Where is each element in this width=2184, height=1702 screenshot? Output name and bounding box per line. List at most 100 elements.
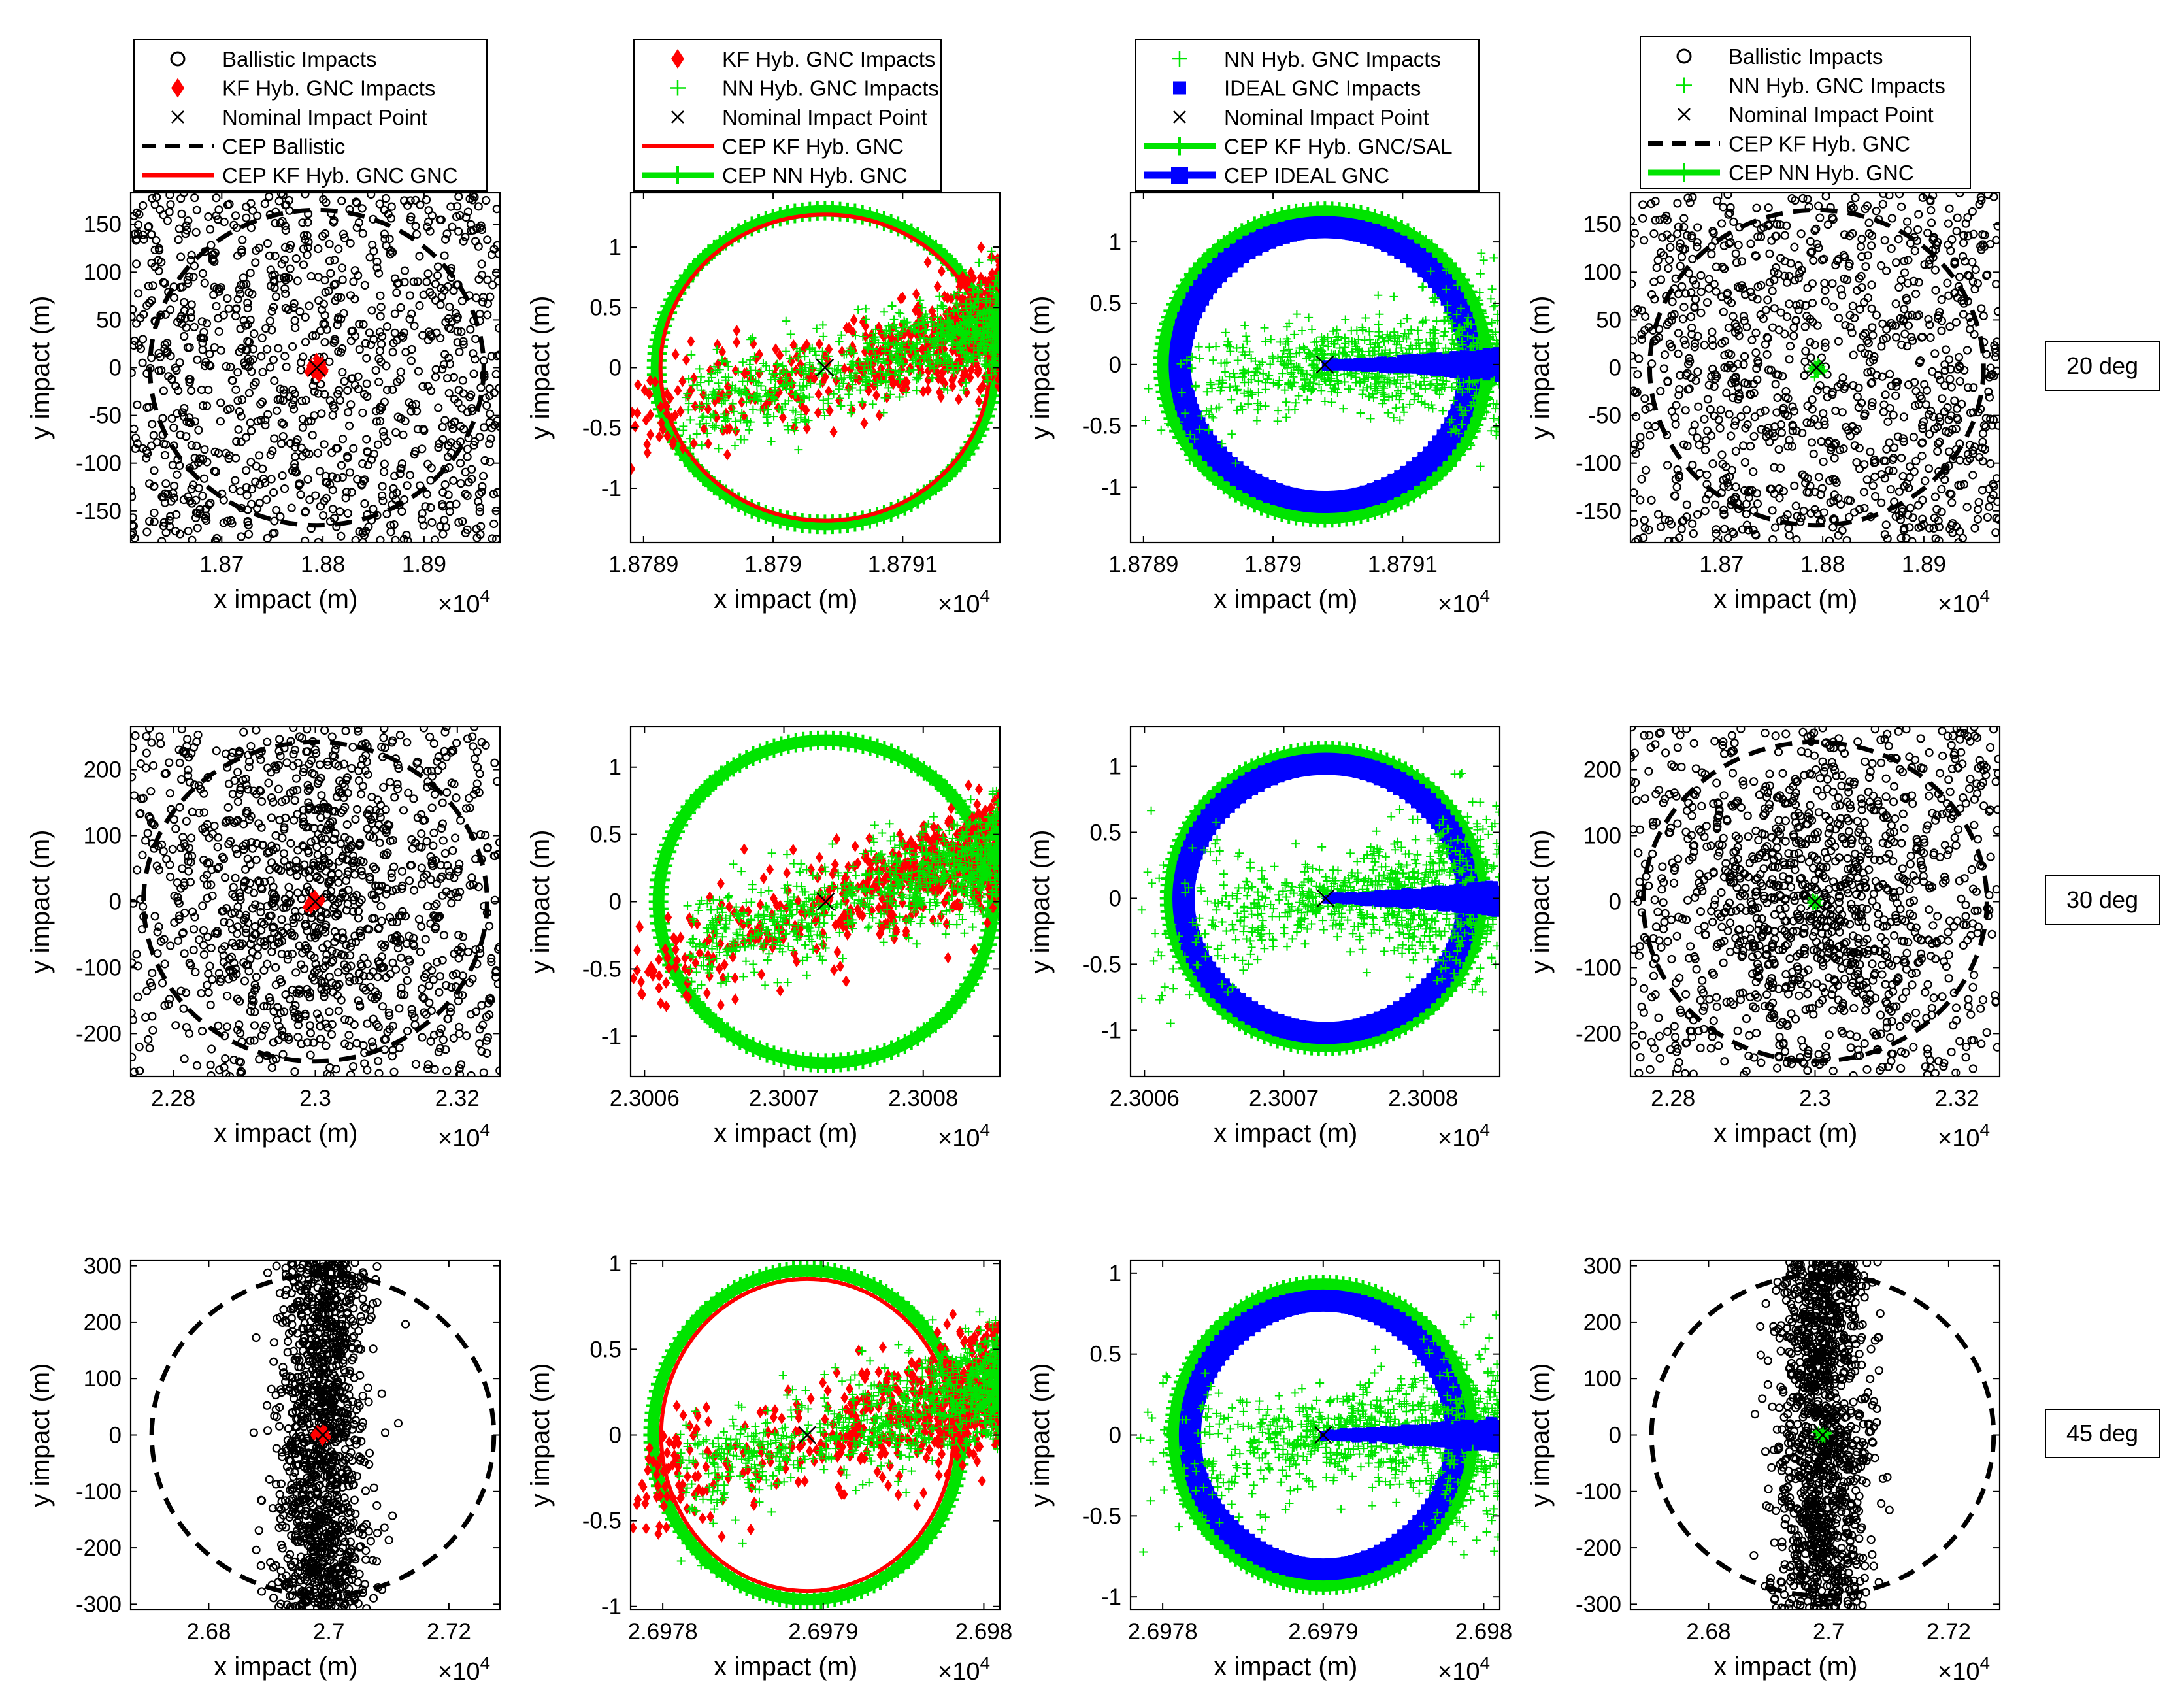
scatter-point: [1313, 344, 1322, 354]
scatter-point: [1806, 314, 1815, 324]
scatter-point: [1431, 329, 1440, 338]
scatter-point: [1786, 259, 1796, 268]
scatter-point: [1374, 320, 1383, 329]
scatter-point: [388, 348, 397, 357]
scatter-point: [861, 315, 870, 324]
scatter-point: [967, 363, 976, 376]
scatter-point: [631, 463, 636, 475]
scatter-point: [738, 358, 748, 367]
scatter-point: [1374, 378, 1383, 388]
scatter-point: [236, 289, 245, 299]
scatter-point: [371, 407, 381, 416]
scatter-point: [897, 339, 906, 348]
scatter-point: [1752, 219, 1761, 228]
scatter-point: [730, 385, 739, 394]
scatter-point: [1934, 412, 1944, 422]
series-ideal-gnc-impacts: [1321, 347, 1500, 382]
scatter-point: [367, 516, 376, 525]
scatter-point: [1884, 466, 1894, 475]
scatter-point: [193, 355, 202, 364]
scatter-point: [251, 258, 260, 267]
scatter-point: [1900, 482, 1909, 491]
scatter-point: [325, 239, 334, 248]
scatter-point: [308, 331, 317, 341]
scatter-point: [631, 420, 639, 433]
scatter-point: [1261, 401, 1270, 410]
scatter-point: [1909, 276, 1919, 286]
scatter-point: [750, 352, 759, 361]
scatter-point: [1455, 331, 1464, 340]
scatter-point: [1492, 431, 1500, 440]
scatter-point: [426, 476, 435, 485]
scatter-point: [1753, 375, 1762, 384]
scatter-point: [1466, 441, 1476, 450]
scatter-point: [344, 408, 353, 417]
scatter-point: [1985, 502, 1994, 511]
scatter-point: [169, 493, 178, 503]
scatter-point: [921, 310, 931, 319]
scatter-point: [1414, 335, 1423, 344]
scatter-point: [1656, 386, 1665, 396]
scatter-point: [755, 348, 764, 361]
scatter-point: [488, 280, 497, 290]
scatter-point: [1868, 323, 1877, 332]
scatter-point: [291, 254, 301, 263]
scatter-point: [704, 376, 714, 386]
scatter-point: [924, 384, 933, 396]
scatter-point: [1668, 297, 1677, 307]
scatter-point: [1300, 344, 1309, 354]
scatter-point: [893, 354, 902, 363]
scatter-point: [1359, 385, 1368, 394]
scatter-point: [1327, 387, 1336, 396]
scatter-point: [301, 507, 310, 516]
scatter-point: [405, 291, 414, 300]
scatter-point: [1828, 390, 1837, 399]
scatter-point: [455, 347, 464, 357]
scatter-point: [1676, 261, 1685, 271]
scatter-point: [1341, 315, 1350, 324]
nominal-impact-point: [307, 358, 326, 377]
scatter-point: [896, 309, 905, 318]
scatter-point: [1828, 279, 1837, 288]
scatter-point: [1776, 463, 1785, 473]
scatter-point: [1968, 471, 1977, 480]
scatter-point: [180, 297, 189, 307]
scatter-point: [186, 418, 195, 427]
scatter-point: [455, 210, 465, 220]
scatter-point: [899, 292, 907, 304]
scatter-point: [740, 385, 750, 394]
scatter-point: [362, 435, 371, 444]
scatter-point: [1251, 357, 1260, 366]
scatter-point: [375, 327, 385, 337]
scatter-point: [235, 285, 244, 294]
scatter-point: [721, 373, 730, 382]
scatter-point: [233, 396, 242, 405]
scatter-point: [403, 536, 412, 542]
scatter-point: [1867, 280, 1876, 290]
scatter-point: [148, 281, 157, 290]
scatter-point: [1791, 501, 1800, 510]
scatter-point: [844, 390, 853, 399]
y-tick-label: 100: [84, 259, 122, 285]
scatter-point: [214, 205, 223, 214]
scatter-point: [1355, 346, 1364, 355]
scatter-point: [1487, 426, 1496, 435]
scatter-point: [232, 437, 241, 446]
scatter-point: [824, 352, 833, 361]
scatter-point: [231, 476, 240, 485]
scatter-point: [494, 350, 500, 359]
scatter-point: [1253, 368, 1262, 377]
scatter-point: [1319, 335, 1329, 344]
scatter-point: [355, 345, 364, 354]
scatter-point: [1491, 404, 1500, 413]
scatter-point: [820, 411, 829, 420]
scatter-point: [176, 252, 186, 261]
scatter-point: [199, 474, 208, 483]
scatter-point: [1676, 239, 1685, 248]
scatter-point: [427, 291, 437, 300]
scatter-point: [284, 195, 293, 205]
scatter-point: [177, 209, 186, 218]
scatter-point: [159, 386, 168, 395]
scatter-point: [719, 424, 727, 437]
scatter-point: [248, 344, 257, 354]
